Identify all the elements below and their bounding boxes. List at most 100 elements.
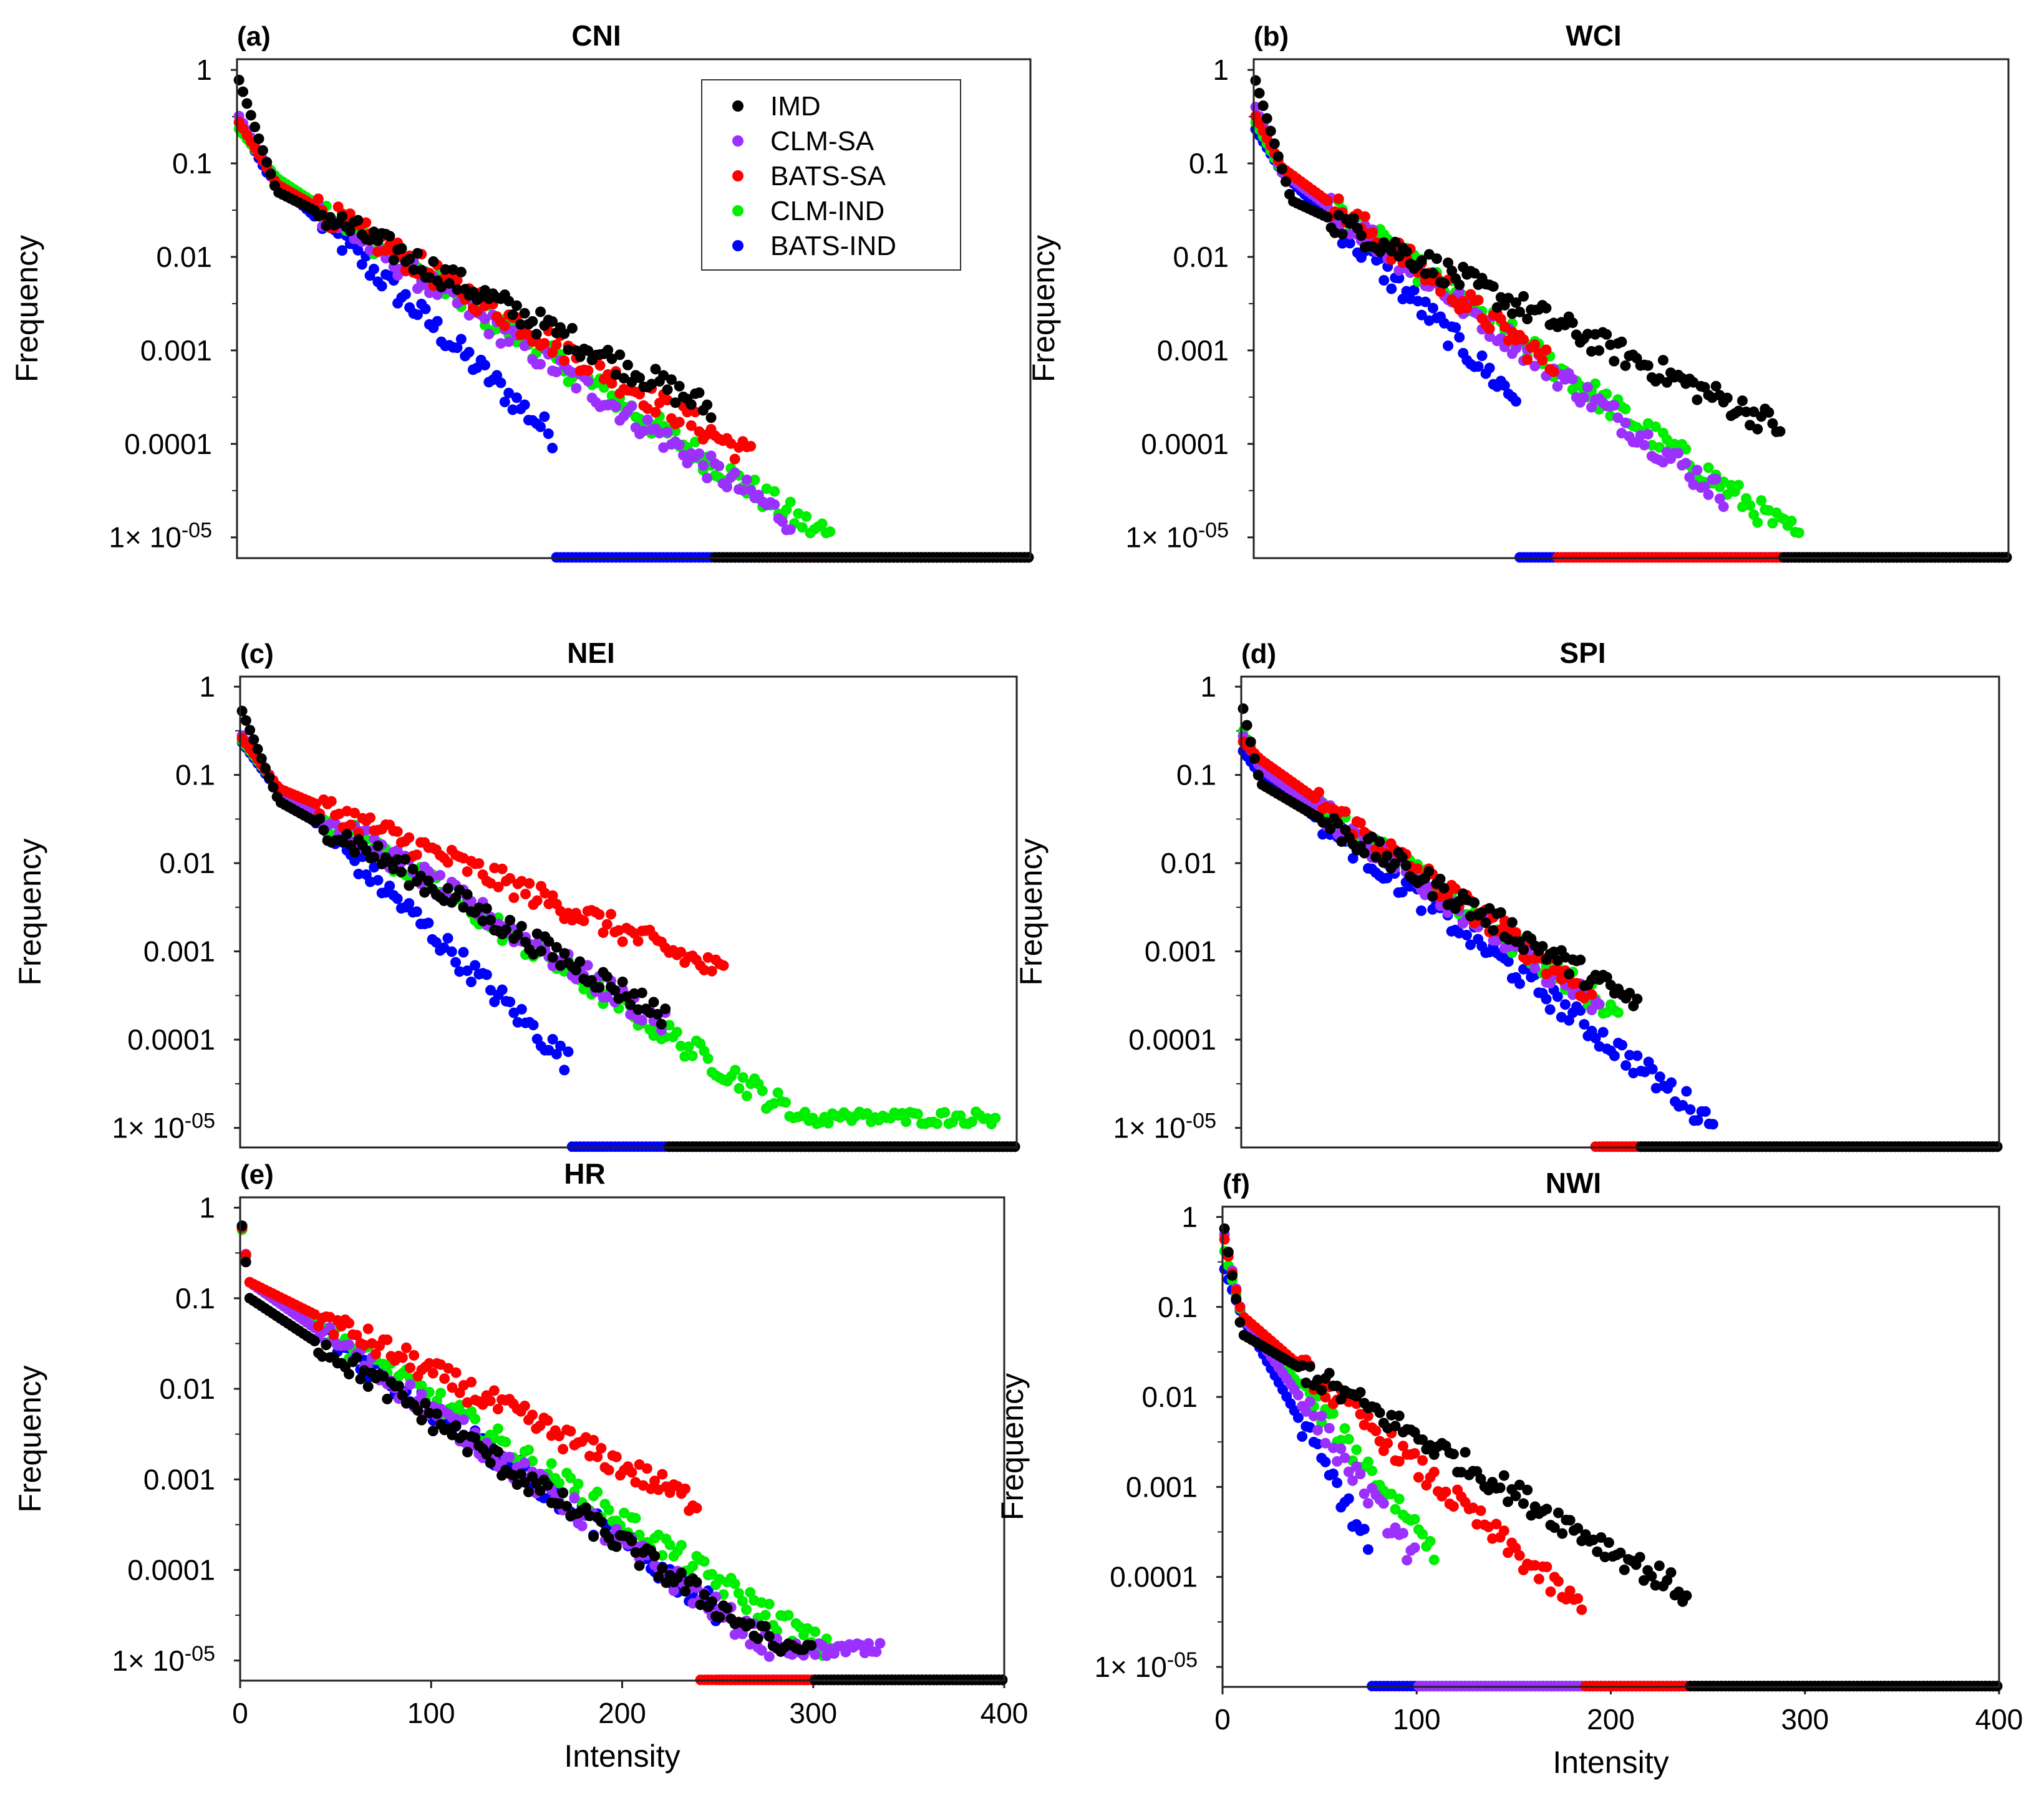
data-point <box>245 725 256 736</box>
data-point <box>473 858 485 869</box>
data-point <box>1541 302 1552 314</box>
data-point <box>1488 925 1499 936</box>
data-point <box>939 1107 951 1118</box>
data-point <box>730 1065 741 1076</box>
data-point <box>259 763 271 774</box>
legend-label: IMD <box>770 91 821 122</box>
data-point <box>1620 1060 1632 1071</box>
panel-title: NEI <box>567 637 615 669</box>
data-point <box>638 425 649 437</box>
data-point <box>395 866 407 877</box>
data-point <box>583 345 594 356</box>
data-point <box>496 863 508 874</box>
data-point <box>1575 954 1586 965</box>
data-point <box>1793 527 1804 538</box>
data-point <box>236 705 248 717</box>
data-point <box>745 440 757 451</box>
data-point <box>594 909 605 920</box>
data-point <box>503 387 515 398</box>
series-clm-ind <box>1238 725 2003 1152</box>
legend-box <box>701 79 961 271</box>
data-point <box>1544 1004 1556 1015</box>
data-point <box>1748 509 1760 520</box>
data-point <box>1514 978 1526 989</box>
data-point <box>648 997 659 1008</box>
data-point <box>411 849 422 861</box>
data-point <box>519 307 530 319</box>
y-tick-label: 1× 10-05 <box>112 1109 215 1144</box>
legend-label: BATS-SA <box>770 161 886 191</box>
data-point <box>505 914 516 925</box>
data-point <box>1537 355 1548 366</box>
data-point <box>737 485 748 496</box>
data-point <box>256 753 267 764</box>
data-point <box>392 826 403 837</box>
data-point <box>1552 381 1563 392</box>
data-point <box>1666 1077 1677 1088</box>
data-point <box>630 1512 641 1523</box>
data-point <box>1454 287 1465 298</box>
data-point <box>658 442 669 453</box>
y-tick-label: 0.1 <box>175 1282 215 1315</box>
data-point <box>1541 344 1552 355</box>
data-point <box>462 866 473 877</box>
data-point <box>1510 396 1521 407</box>
data-point <box>1322 195 1333 206</box>
data-point <box>569 1492 580 1503</box>
data-point <box>816 518 828 529</box>
data-point <box>678 450 689 461</box>
data-point <box>436 281 447 292</box>
data-point <box>763 1598 775 1610</box>
data-point <box>1703 489 1714 500</box>
data-point <box>352 215 364 226</box>
data-point <box>760 1610 771 1621</box>
data-point <box>528 1020 539 1031</box>
y-tick-label: 1 <box>199 670 215 703</box>
data-point <box>1254 87 1265 99</box>
data-point <box>535 306 546 317</box>
data-point <box>1529 360 1541 372</box>
data-point <box>697 460 709 471</box>
data-point <box>539 337 550 349</box>
data-point <box>337 245 348 256</box>
y-axis-label: Frequency <box>12 1365 47 1512</box>
data-point <box>1685 1104 1696 1115</box>
y-tick-label: 0.001 <box>1157 334 1229 367</box>
data-point <box>1736 395 1748 407</box>
data-point <box>576 1520 588 1532</box>
series-imd <box>1250 75 2012 563</box>
data-point <box>626 1467 637 1478</box>
data-point <box>641 1463 652 1474</box>
series-imd <box>233 74 1034 563</box>
data-point <box>495 338 506 349</box>
data-point <box>503 296 515 307</box>
data-point <box>674 417 685 428</box>
data-point <box>741 1090 752 1101</box>
data-point <box>435 1388 447 1399</box>
data-point <box>1681 1086 1692 1097</box>
data-point <box>1722 392 1733 403</box>
data-point <box>1710 473 1722 485</box>
data-point <box>614 349 626 360</box>
y-tick-label: 0.001 <box>143 935 215 968</box>
data-point <box>452 342 463 354</box>
data-point <box>344 1368 355 1379</box>
data-point <box>400 1342 412 1353</box>
data-point <box>1427 891 1438 902</box>
data-point <box>1241 720 1252 731</box>
data-point <box>1567 317 1578 329</box>
data-point <box>1559 999 1571 1010</box>
data-point <box>443 278 455 289</box>
data-point <box>396 243 407 254</box>
data-point <box>253 133 264 144</box>
data-point <box>1639 440 1650 451</box>
data-point <box>660 1003 671 1015</box>
data-point <box>1431 253 1442 264</box>
data-point <box>446 946 457 957</box>
data-point <box>324 211 336 223</box>
data-point <box>1484 323 1495 334</box>
data-point <box>603 1464 614 1475</box>
data-point <box>480 284 490 296</box>
data-point <box>1435 873 1446 884</box>
data-point <box>702 473 713 484</box>
